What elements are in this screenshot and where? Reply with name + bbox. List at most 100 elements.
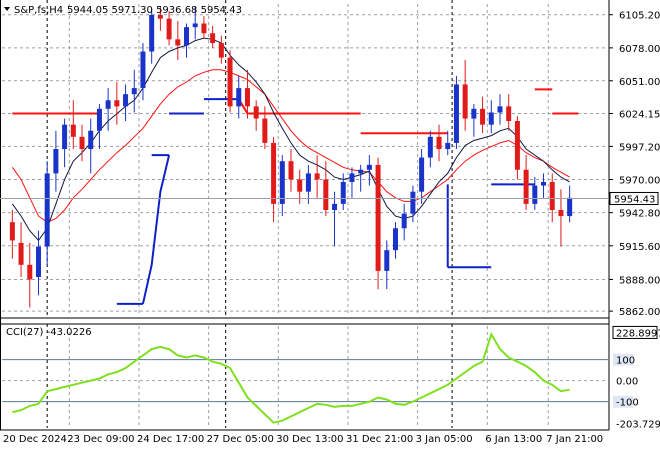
- candle-body: [497, 106, 503, 113]
- candle-body: [53, 149, 59, 174]
- candle-body: [262, 118, 268, 143]
- candle-body: [288, 161, 294, 180]
- time-tick-label: 23 Dec 09:00: [67, 434, 134, 445]
- time-tick-label: 7 Jan 21:00: [546, 434, 603, 445]
- ma-fast-line: [11, 37, 570, 242]
- candle-body: [96, 108, 102, 131]
- candle-body: [27, 264, 33, 280]
- price-grid: [2, 0, 608, 316]
- price-tick-label: 5942.80: [619, 209, 660, 220]
- candle-body: [349, 173, 355, 182]
- candle-body: [453, 84, 459, 143]
- price-tick-label: 5997.20: [619, 142, 660, 153]
- chart-frame: [0, 0, 610, 431]
- current-price-label: 5954.43: [614, 194, 655, 205]
- candle-body: [558, 209, 564, 217]
- price-tick-label: 5970.00: [619, 176, 660, 187]
- candle-body: [541, 181, 547, 186]
- time-tick-label: 27 Dec 05:00: [207, 434, 274, 445]
- price-tick-label: 6051.00: [619, 77, 660, 88]
- candle-body: [201, 23, 207, 34]
- candle-body: [462, 84, 468, 119]
- cci-line: [12, 331, 570, 424]
- candle-body: [114, 100, 120, 107]
- candle-body: [375, 164, 381, 271]
- cci-grid: [2, 324, 608, 428]
- candle-body: [35, 246, 41, 277]
- candle-body: [410, 191, 416, 214]
- candle-body: [271, 142, 277, 204]
- candle-body: [506, 106, 512, 121]
- candlestick-series: [9, 6, 573, 308]
- cci-tick-label: -203.729: [616, 420, 660, 431]
- time-tick-label: 3 Jan 05:00: [416, 434, 473, 445]
- current-price-marker: 5954.43: [0, 191, 659, 205]
- candle-body: [445, 142, 451, 150]
- candle-body: [567, 197, 573, 217]
- time-tick-label: 6 Jan 13:00: [485, 434, 542, 445]
- ohlc-readout: 5944.05 5971.30 5936.68 5954.43: [67, 5, 242, 16]
- candle-body: [192, 23, 198, 28]
- candle-body: [88, 130, 94, 150]
- candle-body: [480, 108, 486, 125]
- candle-body: [323, 179, 329, 210]
- candle-body: [488, 112, 494, 125]
- candle-body: [297, 179, 303, 192]
- price-tick-label: 6078.00: [619, 44, 660, 55]
- cci-label: CCI(27) -43.0226: [6, 327, 92, 338]
- cci-tick-label: 228.8997: [616, 328, 660, 339]
- cci-path: [12, 331, 570, 424]
- time-tick-label: 24 Dec 17:00: [137, 434, 204, 445]
- time-tick-label: 31 Dec 21:00: [346, 434, 413, 445]
- cci-axis: 228.8997 100 0.00 -100 -203.729: [612, 325, 660, 431]
- candle-body: [514, 121, 520, 170]
- moving-averages: [11, 37, 570, 242]
- candle-body: [79, 136, 85, 150]
- candle-body: [18, 242, 24, 265]
- cci-level-box: [613, 353, 633, 366]
- candle-body: [131, 88, 137, 95]
- trend-stop-ramp: [141, 154, 171, 305]
- price-tick-label: 5862.00: [619, 307, 660, 318]
- cci-level-box: [613, 395, 633, 408]
- candle-body: [44, 173, 50, 247]
- candle-body: [549, 181, 555, 210]
- time-tick-label: 30 Dec 13:00: [276, 434, 343, 445]
- candle-body: [384, 250, 390, 271]
- candle-body: [218, 43, 224, 58]
- candle-body: [175, 39, 181, 46]
- candle-body: [166, 18, 172, 40]
- candle-body: [523, 169, 529, 204]
- candle-body: [401, 213, 407, 229]
- candle-body: [366, 164, 372, 170]
- candle-body: [62, 124, 68, 150]
- candle-body: [419, 157, 425, 192]
- candle-body: [279, 161, 285, 204]
- candle-body: [157, 14, 163, 19]
- price-axis: 6105.20 6078.00 6051.00 6024.15 5997.20 5970.…: [609, 11, 660, 318]
- candle-body: [427, 136, 433, 158]
- price-tick-label: 5888.00: [619, 275, 660, 286]
- cci-level-box: [612, 325, 658, 339]
- candle-body: [340, 181, 346, 204]
- candle-body: [305, 173, 311, 192]
- candle-body: [105, 100, 111, 109]
- price-tick-label: 6105.20: [619, 11, 660, 22]
- candle-body: [532, 185, 538, 204]
- ma-slow-line: [11, 69, 570, 223]
- time-tick-label: 20 Dec 2024: [3, 434, 67, 445]
- candle-body: [471, 108, 477, 119]
- time-axis: 20 Dec 2024 23 Dec 09:00 24 Dec 17:00 27 De…: [3, 434, 603, 445]
- candle-body: [149, 14, 155, 52]
- candle-body: [332, 203, 338, 210]
- candle-body: [236, 88, 242, 107]
- candle-body: [140, 51, 146, 89]
- candle-body: [184, 27, 190, 46]
- candle-body: [70, 124, 76, 137]
- symbol-header[interactable]: S&P,fs,H4 5944.05 5971.30 5936.68 5954.4…: [4, 5, 242, 16]
- candle-body: [253, 106, 259, 119]
- dropdown-triangle-icon[interactable]: [4, 7, 10, 11]
- price-tick-label: 5915.60: [619, 242, 660, 253]
- candle-body: [227, 57, 233, 107]
